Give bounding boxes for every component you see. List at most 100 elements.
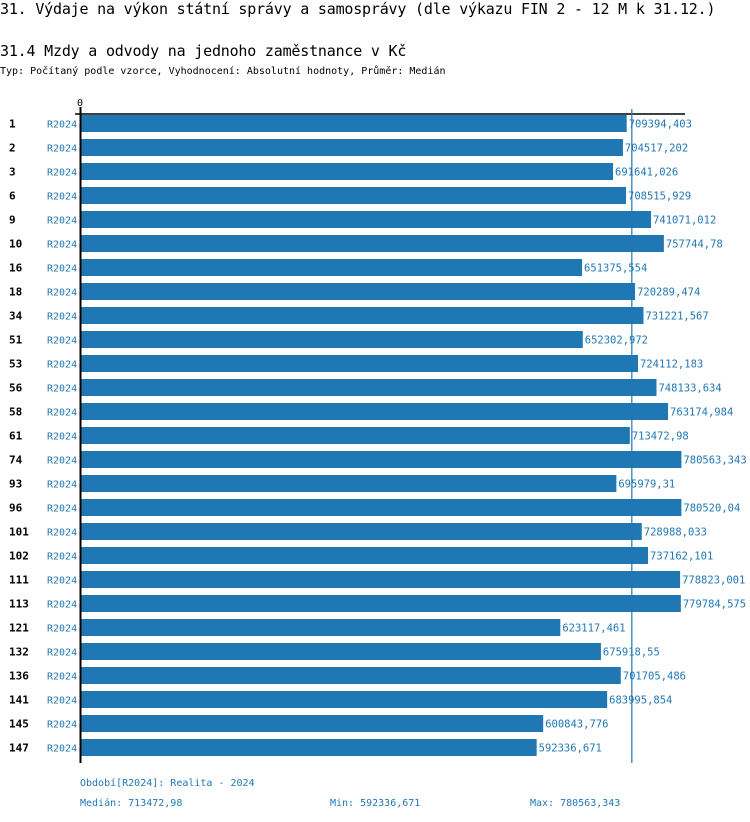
bar [81, 211, 652, 228]
period-label: R2024 [47, 120, 77, 131]
bar [81, 115, 627, 132]
bar [81, 643, 601, 660]
row-label: 2 [9, 142, 16, 155]
row-label: 102 [9, 550, 29, 563]
bar-value-label: 651375,554 [584, 263, 647, 275]
period-label: R2024 [47, 648, 77, 659]
period-label: R2024 [47, 312, 77, 323]
bar [81, 355, 639, 372]
bar [81, 163, 614, 180]
bar [81, 427, 630, 444]
bar [81, 451, 682, 468]
bar [81, 571, 681, 588]
period-label: R2024 [47, 216, 77, 227]
row-label: 93 [9, 478, 22, 491]
period-label: R2024 [47, 720, 77, 731]
bar [81, 379, 657, 396]
bar [81, 259, 583, 276]
bar [81, 619, 561, 636]
bar [81, 547, 649, 564]
row-label: 3 [9, 166, 16, 179]
period-label: R2024 [47, 144, 77, 155]
period-label: R2024 [47, 552, 77, 563]
row-label: 56 [9, 382, 23, 395]
period-label: R2024 [47, 384, 77, 395]
bar-value-label: 683995,854 [609, 695, 672, 707]
footer-min: Min: 592336,671 [330, 798, 421, 809]
footer-median: Medián: 713472,98 [80, 798, 183, 809]
bar [81, 691, 608, 708]
row-label: 147 [9, 742, 29, 755]
bar-value-label: 600843,776 [545, 719, 608, 731]
period-label: R2024 [47, 264, 77, 275]
bar [81, 187, 627, 204]
bar [81, 523, 642, 540]
bar-value-label: 708515,929 [628, 191, 691, 203]
row-label: 51 [9, 334, 23, 347]
bar-value-label: 731221,567 [645, 311, 708, 323]
row-label: 10 [9, 238, 22, 251]
bar-value-label: 720289,474 [637, 287, 700, 299]
row-label: 61 [9, 430, 23, 443]
row-label: 136 [9, 670, 29, 683]
bar [81, 475, 617, 492]
period-label: R2024 [47, 456, 77, 467]
bar-value-label: 713472,98 [632, 431, 689, 443]
bar-value-label: 741071,012 [653, 215, 716, 227]
row-label: 16 [9, 262, 23, 275]
period-label: R2024 [47, 480, 77, 491]
bar-value-label: 623117,461 [562, 623, 625, 635]
period-label: R2024 [47, 168, 77, 179]
period-label: R2024 [47, 624, 77, 635]
period-label: R2024 [47, 408, 77, 419]
period-label: R2024 [47, 336, 77, 347]
x-tick-label: 0 [77, 98, 83, 109]
bar [81, 307, 644, 324]
row-label: 111 [9, 574, 29, 587]
period-label: R2024 [47, 192, 77, 203]
bar-value-label: 592336,671 [539, 743, 602, 755]
bar-value-label: 728988,033 [644, 527, 707, 539]
chart-subtitle: 31.4 Mzdy a odvody na jednoho zaměstnanc… [0, 42, 407, 60]
row-label: 132 [9, 646, 29, 659]
period-label: R2024 [47, 288, 77, 299]
row-label: 18 [9, 286, 22, 299]
bar-value-label: 724112,183 [640, 359, 703, 371]
period-label: R2024 [47, 504, 77, 515]
footer-max: Max: 780563,343 [530, 798, 621, 809]
bar [81, 403, 669, 420]
page-title: 31. Výdaje na výkon státní správy a samo… [0, 0, 716, 18]
row-label: 145 [9, 718, 29, 731]
bar [81, 139, 623, 156]
bar [81, 499, 682, 516]
bar-value-label: 763174,984 [670, 407, 733, 419]
bar-value-label: 780520,04 [683, 503, 740, 515]
row-label: 96 [9, 502, 23, 515]
row-label: 101 [9, 526, 29, 539]
period-label: R2024 [47, 672, 77, 683]
row-label: 141 [9, 694, 29, 707]
bar-value-label: 778823,001 [682, 575, 745, 587]
period-label: R2024 [47, 744, 77, 755]
period-label: R2024 [47, 600, 77, 611]
bar-value-label: 780563,343 [683, 455, 746, 467]
bar-value-label: 652302,972 [585, 335, 648, 347]
bar [81, 595, 681, 612]
bar [81, 331, 583, 348]
bar [81, 283, 636, 300]
period-label: R2024 [47, 528, 77, 539]
row-label: 58 [9, 406, 22, 419]
period-label: R2024 [47, 576, 77, 587]
bar-value-label: 757744,78 [666, 239, 723, 251]
row-label: 9 [9, 214, 16, 227]
chart-type-description: Typ: Počítaný podle vzorce, Vyhodnocení:… [0, 66, 446, 77]
footer-period: Období[R2024]: Realita - 2024 [80, 778, 255, 789]
bar-value-label: 704517,202 [625, 143, 688, 155]
row-label: 34 [9, 310, 23, 323]
bar-value-label: 748133,634 [658, 383, 721, 395]
period-label: R2024 [47, 240, 77, 251]
row-label: 6 [9, 190, 16, 203]
bar-value-label: 691641,026 [615, 167, 678, 179]
bar [81, 235, 664, 252]
bar-value-label: 701705,486 [623, 671, 686, 683]
